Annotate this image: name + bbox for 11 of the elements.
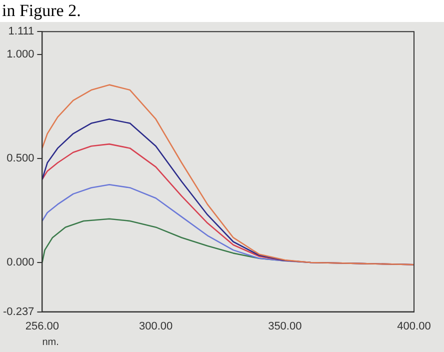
y-tick-label: -0.237 [2, 306, 34, 318]
x-axis-title: nm. [42, 336, 59, 348]
y-tick-label: 1.000 [6, 48, 34, 61]
text: in Figure 2. [2, 1, 81, 20]
y-tick-label: 1.111 [8, 26, 34, 38]
x-tick-label: 256.00 [25, 320, 60, 332]
x-tick-label: 350.00 [268, 320, 302, 332]
x-tick-label: 400.00 [397, 320, 431, 332]
y-tick-label: 0.500 [6, 152, 34, 165]
y-tick-label: 0.000 [6, 256, 34, 269]
x-tick-label: 300.00 [138, 320, 173, 332]
